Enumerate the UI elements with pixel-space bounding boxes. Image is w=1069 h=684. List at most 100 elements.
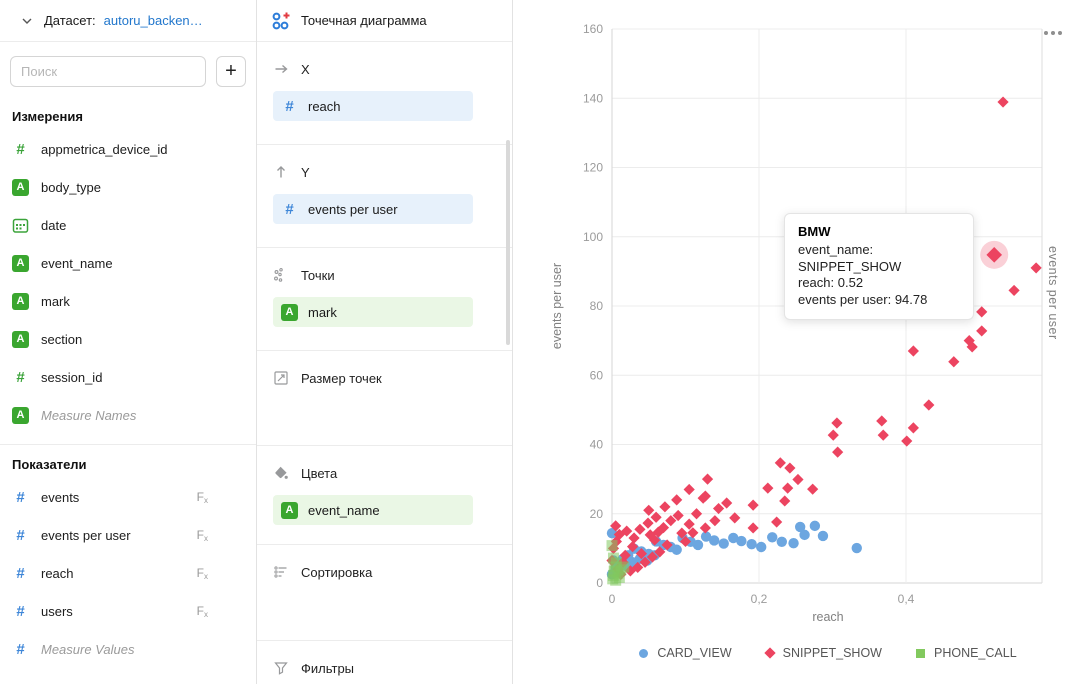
add-field-button[interactable] — [216, 56, 246, 87]
string-type-icon — [12, 406, 29, 424]
formula-icon[interactable] — [197, 604, 208, 619]
chart-menu-button[interactable] — [1044, 26, 1068, 40]
chart-legend: CARD_VIEW SNIPPET_SHOW PHONE_CALL — [613, 646, 1043, 660]
legend-item-snippet-show[interactable]: SNIPPET_SHOW — [763, 646, 882, 660]
svg-text:160: 160 — [583, 22, 603, 36]
string-type-icon — [12, 330, 29, 348]
section-label: Размер точек — [301, 370, 382, 386]
point-tooltip: BMW event_name: SNIPPET_SHOW reach: 0.52… — [784, 213, 974, 320]
svg-text:40: 40 — [590, 438, 604, 452]
svg-text:20: 20 — [590, 507, 604, 521]
x-axis-title: reach — [812, 610, 844, 624]
legend-item-card-view[interactable]: CARD_VIEW — [639, 646, 732, 660]
measure-item-measure-values[interactable]: Measure Values — [0, 630, 256, 668]
dimension-item[interactable]: section — [0, 320, 256, 358]
scatter-chart-icon — [272, 12, 290, 29]
points-icon — [274, 268, 283, 282]
formula-icon[interactable] — [197, 566, 208, 581]
chip-label: mark — [308, 304, 337, 320]
field-name: reach — [41, 565, 74, 581]
field-name: events — [41, 489, 80, 505]
measures-heading: Показатели — [12, 457, 87, 472]
field-chip-reach[interactable]: reach — [273, 91, 473, 121]
field-name: mark — [41, 293, 70, 309]
scatter-plot[interactable]: 0 20 40 60 80 100 120 140 160 0 0,2 0,4 — [513, 0, 1069, 684]
field-chip-event-name[interactable]: event_name — [273, 495, 473, 525]
tooltip-line: event_name: SNIPPET_SHOW — [798, 242, 902, 274]
number-type-icon — [12, 603, 29, 620]
y-axis-title-right: events per user — [1046, 246, 1060, 340]
tooltip-line: reach: 0.52 — [798, 275, 864, 290]
section-sorting[interactable]: Сортировка — [257, 545, 512, 641]
dataset-name-link[interactable]: autoru_backen… — [103, 13, 203, 28]
number-type-icon — [12, 641, 29, 658]
string-type-icon — [12, 292, 29, 310]
legend-label: SNIPPET_SHOW — [782, 646, 882, 660]
svg-text:0: 0 — [596, 576, 603, 590]
legend-marker-circle — [639, 648, 649, 658]
section-colors[interactable]: Цвета event_name — [257, 446, 512, 545]
number-type-icon — [12, 141, 29, 158]
arrow-up-icon — [277, 166, 285, 178]
section-x-axis[interactable]: X reach — [257, 42, 512, 145]
number-type-icon — [12, 369, 29, 386]
measure-item[interactable]: users — [0, 592, 256, 630]
measure-item[interactable]: events — [0, 478, 256, 516]
paint-bucket-icon — [275, 466, 288, 479]
field-chip-events-per-user[interactable]: events per user — [273, 194, 473, 224]
field-name: appmetrica_device_id — [41, 141, 168, 157]
chart-area: 0 20 40 60 80 100 120 140 160 0 0,2 0,4 reach event… — [514, 0, 1069, 684]
dimension-item[interactable]: body_type — [0, 168, 256, 206]
chip-label: reach — [308, 98, 341, 114]
chart-type-label: Точечная диаграмма — [301, 13, 427, 28]
section-points[interactable]: Точки mark — [257, 248, 512, 351]
calendar-type-icon — [12, 218, 29, 233]
dataset-label: Датасет: — [44, 13, 96, 28]
point-size-icon — [274, 371, 288, 385]
dimension-item[interactable]: event_name — [0, 244, 256, 282]
chip-label: events per user — [308, 201, 398, 217]
measure-item[interactable]: reach — [0, 554, 256, 592]
config-scrollbar-thumb[interactable] — [506, 140, 510, 345]
formula-icon[interactable] — [197, 490, 208, 505]
y-axis-title-left: events per user — [550, 262, 564, 350]
field-name: Measure Values — [41, 641, 135, 657]
section-label: Y — [301, 164, 310, 180]
section-label: Сортировка — [301, 564, 373, 580]
number-type-icon — [281, 201, 298, 218]
field-name: session_id — [41, 369, 103, 385]
field-name: event_name — [41, 255, 113, 271]
dimension-item-measure-names[interactable]: Measure Names — [0, 396, 256, 434]
chip-label: event_name — [308, 502, 380, 518]
number-type-icon — [281, 98, 298, 115]
search-input[interactable] — [10, 56, 206, 87]
dimension-item[interactable]: appmetrica_device_id — [0, 130, 256, 168]
section-point-size[interactable]: Размер точек — [257, 351, 512, 446]
svg-text:80: 80 — [590, 299, 604, 313]
number-type-icon — [12, 565, 29, 582]
chart-type-row[interactable]: Точечная диаграмма — [257, 0, 512, 42]
dimension-item[interactable]: mark — [0, 282, 256, 320]
section-y-axis[interactable]: Y events per user — [257, 145, 512, 248]
legend-item-phone-call[interactable]: PHONE_CALL — [915, 646, 1017, 660]
legend-marker-square — [915, 648, 925, 658]
dimension-item[interactable]: session_id — [0, 358, 256, 396]
dimension-item[interactable]: date — [0, 206, 256, 244]
string-type-icon — [281, 303, 298, 321]
section-label: Точки — [301, 267, 335, 283]
chevron-down-icon[interactable] — [20, 14, 34, 28]
formula-icon[interactable] — [197, 528, 208, 543]
svg-text:120: 120 — [583, 161, 603, 175]
section-label: X — [301, 61, 310, 77]
field-name: Measure Names — [41, 407, 137, 423]
legend-marker-diamond — [763, 647, 776, 659]
section-filters[interactable]: Фильтры — [257, 641, 512, 684]
dataset-panel: Датасет: autoru_backen… Измерения appmet… — [0, 0, 257, 684]
measure-item[interactable]: events per user — [0, 516, 256, 554]
field-name: users — [41, 603, 73, 619]
section-label: Цвета — [301, 465, 338, 481]
field-chip-mark[interactable]: mark — [273, 297, 473, 327]
tooltip-title: BMW — [798, 224, 831, 239]
svg-text:60: 60 — [590, 368, 604, 382]
legend-label: CARD_VIEW — [657, 646, 732, 660]
